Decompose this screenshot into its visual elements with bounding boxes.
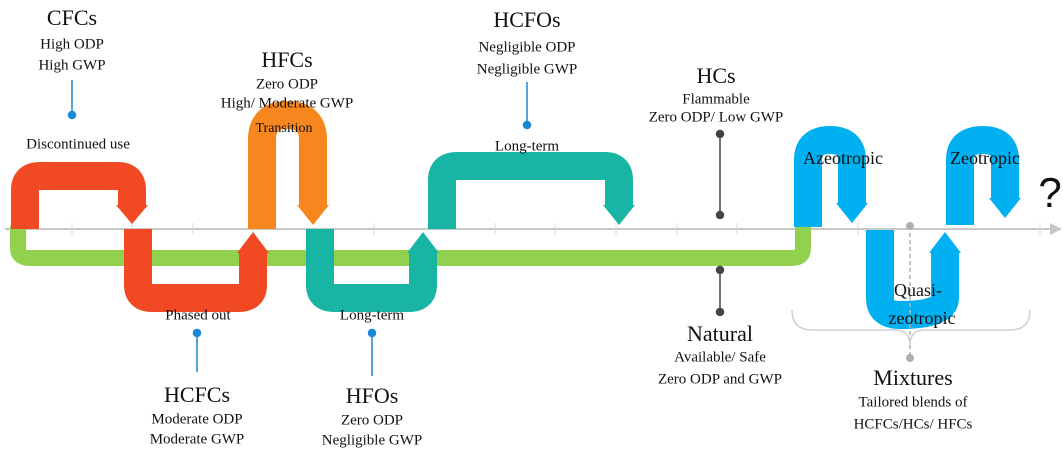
- property: Moderate GWP: [150, 431, 245, 447]
- property: Zero ODP: [341, 412, 403, 428]
- group-name: HCFCs: [164, 382, 230, 407]
- property: Negligible ODP: [478, 39, 575, 55]
- group-name: Natural: [687, 321, 753, 346]
- mixture-type: Azeotropic: [803, 148, 883, 168]
- group-name: Mixtures: [873, 365, 952, 390]
- property: Negligible GWP: [322, 432, 422, 448]
- group-name: HFCs: [261, 47, 312, 72]
- mixture-type: zeotropic: [889, 308, 956, 328]
- property: Flammable: [682, 91, 750, 107]
- hfo-band: [306, 229, 439, 312]
- stage-label: Long-term: [495, 138, 559, 154]
- stage-label: Transition: [255, 121, 312, 136]
- group-name: HFOs: [346, 383, 399, 408]
- hcfo-band: [428, 152, 635, 229]
- property: Zero ODP/ Low GWP: [649, 109, 784, 125]
- stage-label: Phased out: [165, 307, 231, 323]
- hfc-band: [248, 100, 329, 229]
- property: High ODP: [40, 36, 104, 52]
- timeline: [5, 223, 1062, 235]
- cfc-band: [11, 162, 148, 229]
- stage-label: Long-term: [340, 307, 404, 323]
- property: Zero ODP: [256, 76, 318, 92]
- property: Negligible GWP: [477, 61, 577, 77]
- property: High/ Moderate GWP: [221, 95, 353, 111]
- property: Available/ Safe: [674, 349, 766, 365]
- group-name: HCFOs: [493, 7, 560, 32]
- property: Moderate ODP: [151, 411, 242, 427]
- mixture-bands: [794, 125, 1021, 330]
- property: Zero ODP and GWP: [658, 371, 782, 387]
- mixture-type: Quasi-: [894, 280, 942, 300]
- property: High GWP: [38, 57, 105, 73]
- mixture-type: Zeotropic: [950, 148, 1020, 168]
- property: Tailored blends of: [859, 394, 968, 410]
- hcfc-band: [124, 229, 269, 312]
- group-name: HCs: [696, 63, 735, 88]
- property: HCFCs/HCs/ HFCs: [854, 416, 973, 432]
- callout-stems: [67, 80, 1031, 376]
- group-name: CFCs: [47, 5, 97, 30]
- future-mark: ?: [1038, 169, 1061, 216]
- stage-label: Discontinued use: [26, 136, 130, 152]
